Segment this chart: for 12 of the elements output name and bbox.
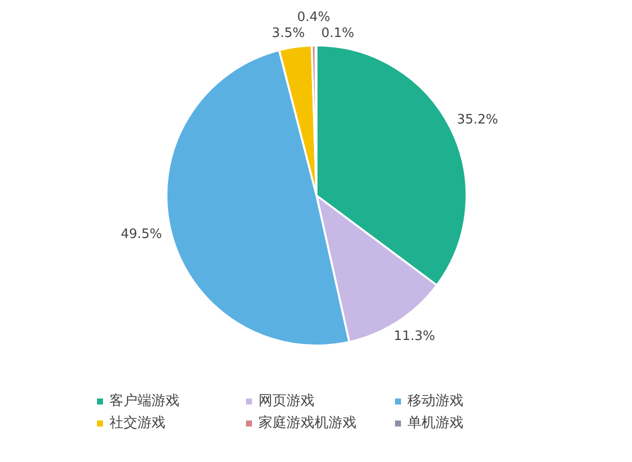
legend-label: 单机游戏 bbox=[408, 414, 464, 432]
legend-label: 客户端游戏 bbox=[110, 392, 180, 410]
legend-label: 社交游戏 bbox=[110, 414, 166, 432]
data-label: 35.2% bbox=[456, 112, 498, 128]
data-label: 3.5% bbox=[272, 26, 305, 41]
data-label: 0.1% bbox=[321, 26, 354, 41]
data-label: 0.4% bbox=[297, 10, 330, 26]
legend-label: 移动游戏 bbox=[408, 392, 464, 410]
data-label: 11.3% bbox=[394, 329, 436, 344]
data-label: 49.5% bbox=[120, 227, 162, 242]
legend-label: 网页游戏 bbox=[258, 392, 316, 410]
legend-label: 家庭游戏机游戏 bbox=[258, 414, 358, 432]
